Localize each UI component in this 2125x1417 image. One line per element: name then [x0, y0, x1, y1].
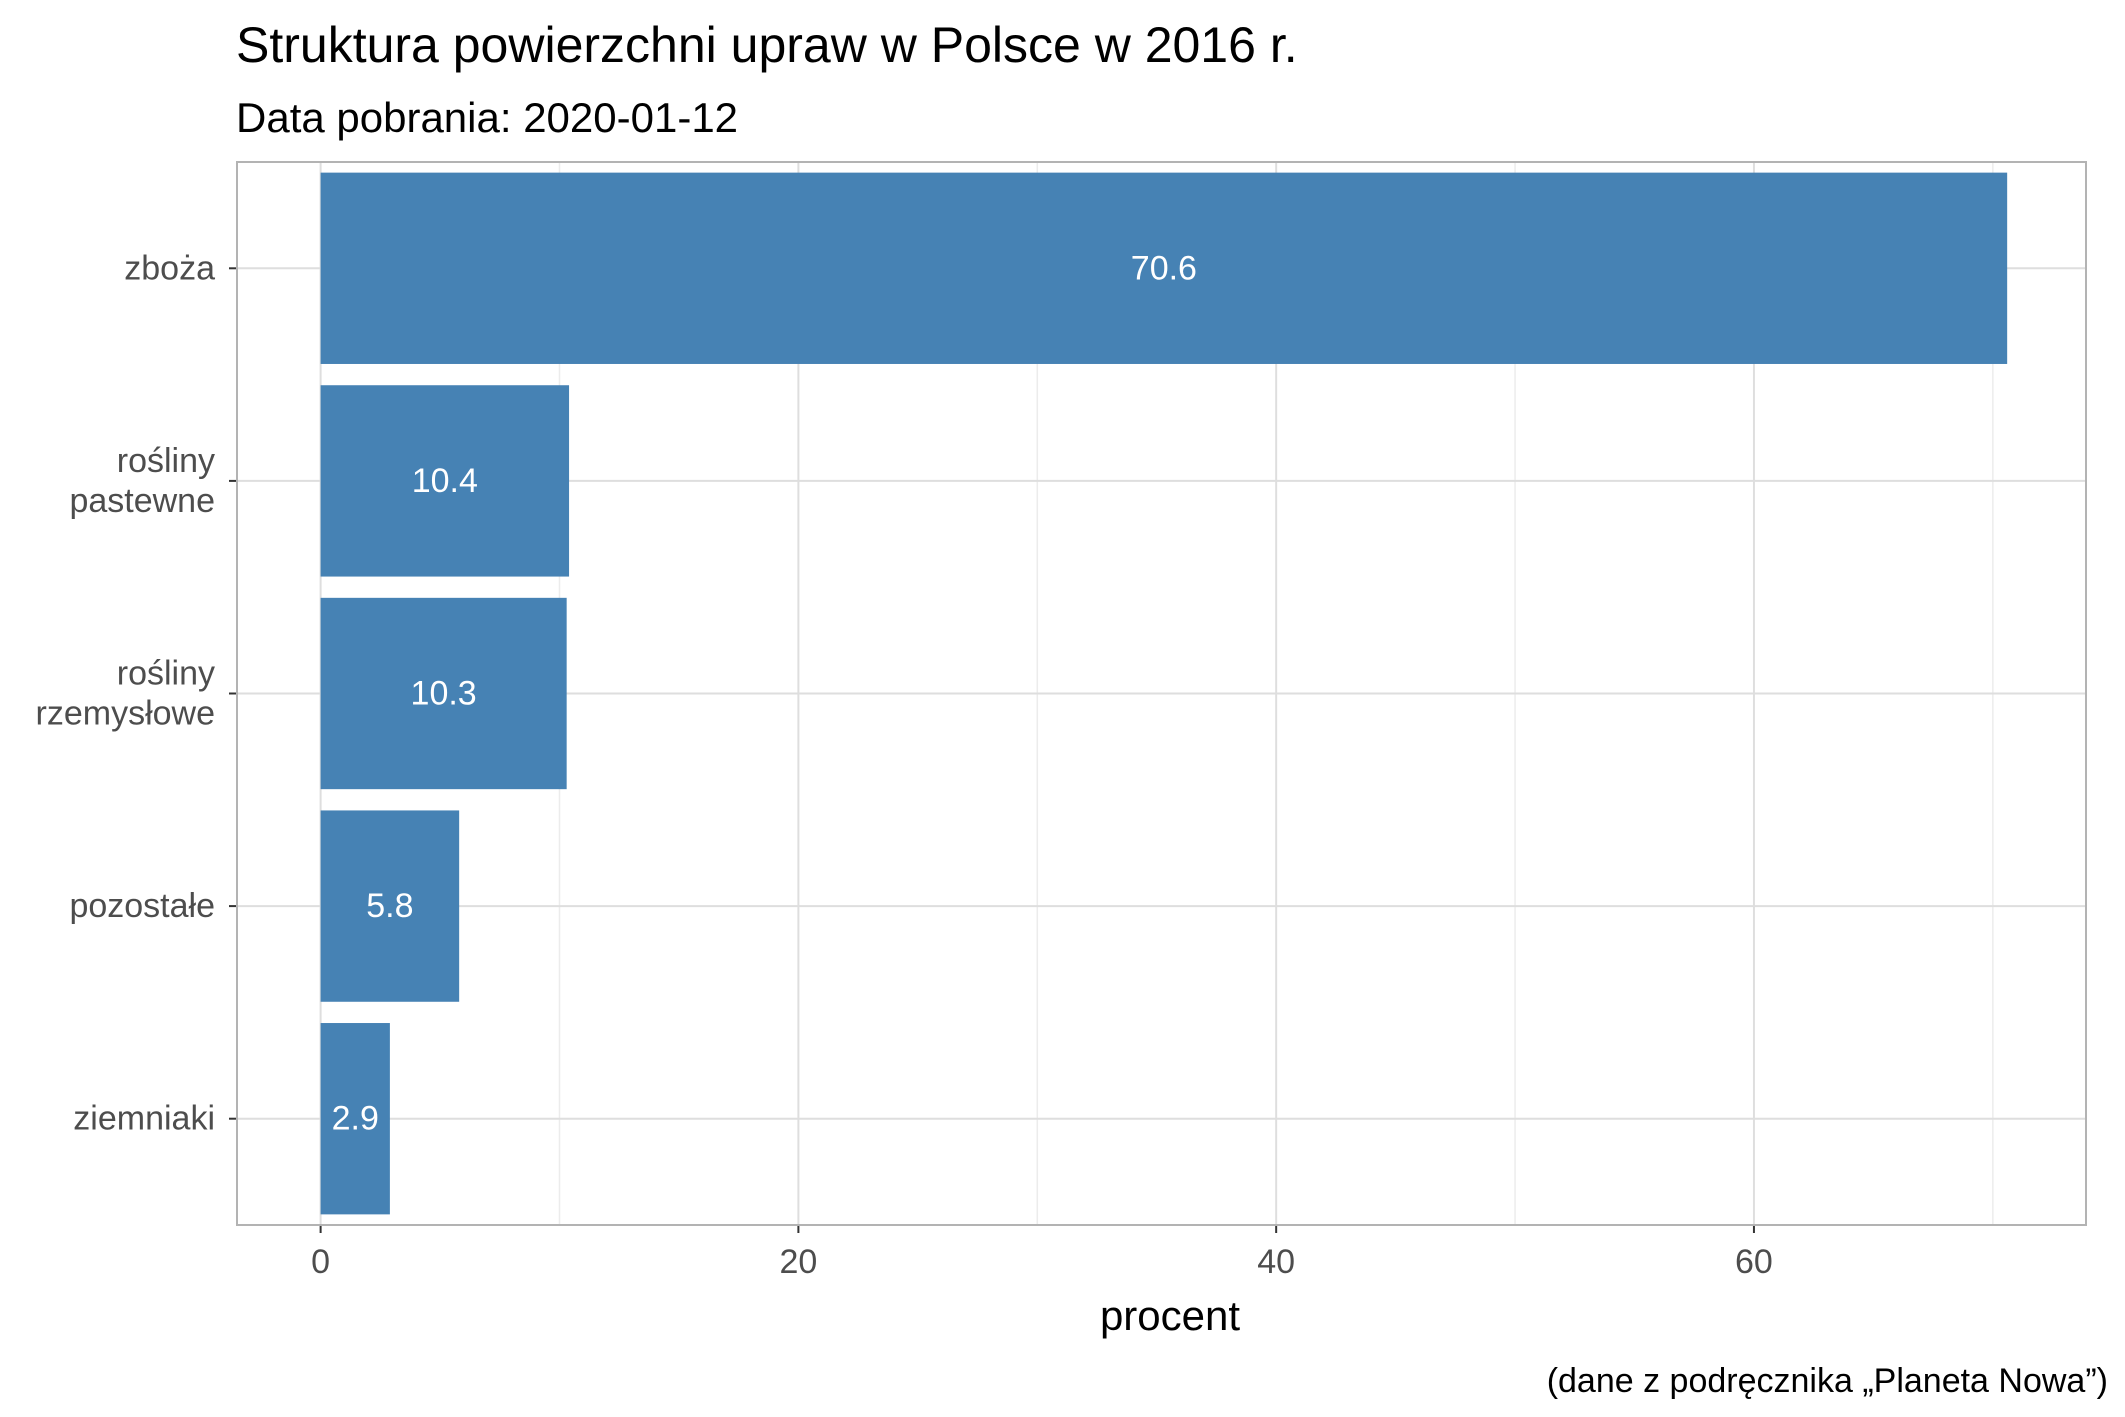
chart-subtitle: Data pobrania: 2020-01-12 — [236, 94, 738, 141]
bar-value-label: 70.6 — [1131, 249, 1197, 287]
bar-value-label: 10.4 — [412, 462, 478, 500]
chart-caption: (dane z podręcznika „Planeta Nowa”) — [1547, 1362, 2108, 1400]
bar — [320, 172, 2008, 364]
bar — [320, 1023, 390, 1215]
x-axis: 0 20 40 60 — [311, 1225, 1773, 1281]
y-tick-label: pozostałe — [69, 887, 215, 925]
x-tick-label: 0 — [311, 1243, 330, 1281]
panel-border — [236, 161, 2087, 1226]
y-axis: zbożaroślinypastewneroślinyrzemysłowepoz… — [36, 249, 237, 1138]
y-tick-label: zboża — [124, 249, 215, 287]
y-tick-label: rośliny — [117, 442, 215, 480]
x-tick-label: 60 — [1735, 1243, 1773, 1281]
bar-value-label: 10.3 — [411, 675, 477, 713]
y-tick-label: rzemysłowe — [36, 695, 215, 733]
x-tick-label: 40 — [1257, 1243, 1295, 1281]
x-tick-label: 20 — [779, 1243, 817, 1281]
bar-value-label: 2.9 — [332, 1100, 379, 1138]
y-tick-label: pastewne — [69, 482, 215, 520]
y-tick-label: rośliny — [117, 655, 215, 693]
bar — [320, 810, 460, 1002]
bars: 70.6 10.4 10.3 5.8 2.9 — [320, 172, 2008, 1215]
bar — [320, 597, 567, 790]
chart-title: Struktura powierzchni upraw w Polsce w 2… — [236, 17, 1298, 73]
y-tick-label: ziemniaki — [73, 1100, 215, 1138]
x-axis-title: procent — [1100, 1292, 1240, 1339]
bar — [320, 385, 570, 577]
bar-value-label: 5.8 — [366, 887, 413, 925]
